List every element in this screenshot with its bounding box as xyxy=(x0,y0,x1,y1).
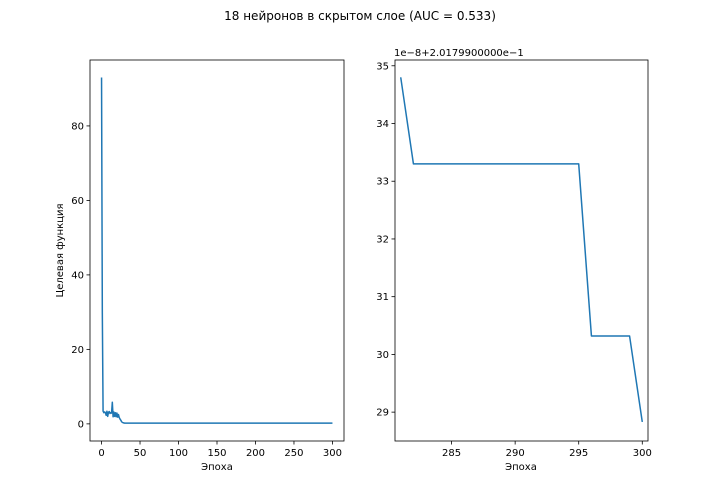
left-x-tick-label: 150 xyxy=(207,448,226,459)
right-y-tick-label: 33 xyxy=(376,177,389,188)
left-y-tick-label: 60 xyxy=(71,196,84,207)
left-axes-frame xyxy=(89,59,345,442)
left-x-tick-label: 300 xyxy=(323,448,342,459)
left-x-tick-label: 250 xyxy=(284,448,303,459)
right-series-line xyxy=(399,77,644,423)
figure-suptitle: 18 нейронов в скрытом слое (AUC = 0.533) xyxy=(224,9,496,23)
right-y-tick-label: 31 xyxy=(376,292,389,303)
right-y-tick-label: 32 xyxy=(376,234,389,245)
right-y-tick-label: 34 xyxy=(376,119,389,130)
left-y-tick-label: 20 xyxy=(71,345,84,356)
left-y-tick-label: 80 xyxy=(71,121,84,132)
right-y-tick-label: 29 xyxy=(376,408,389,419)
left-x-tick-label: 200 xyxy=(246,448,265,459)
left-series-line xyxy=(100,77,333,424)
right-x-tick-label: 290 xyxy=(506,448,525,459)
right-y-tick-label: 30 xyxy=(376,350,389,361)
left-x-tick-label: 100 xyxy=(169,448,188,459)
left-y-tick-label: 40 xyxy=(71,270,84,281)
right-y-tick-label: 35 xyxy=(376,61,389,72)
right-x-tick-label: 295 xyxy=(569,448,588,459)
right-x-axis-label: Эпоха xyxy=(505,462,537,473)
left-y-tick-label: 0 xyxy=(78,419,84,430)
right-x-tick-label: 285 xyxy=(442,448,461,459)
right-axes-frame xyxy=(394,59,649,442)
left-x-tick-label: 0 xyxy=(98,448,104,459)
left-y-axis-label: Целевая функция xyxy=(55,203,66,297)
left-x-tick-label: 50 xyxy=(134,448,147,459)
right-y-offset-text: 1e−8+2.0179900000e−1 xyxy=(394,48,524,59)
right-axes: 285 290 295 300 29 30 31 32 33 34 35 Эпоха 1e−8+2.… xyxy=(376,48,652,473)
left-x-axis-label: Эпоха xyxy=(201,462,233,473)
right-axes-lines xyxy=(399,77,644,423)
left-axes: 0 50 100 150 200 250 300 0 20 40 60 80 Эпоха Целева… xyxy=(55,59,345,473)
left-axes-lines xyxy=(100,77,333,424)
left-axes-ticks: 0 50 100 150 200 250 300 0 20 40 60 80 xyxy=(71,121,342,459)
right-axes-ticks: 285 290 295 300 29 30 31 32 33 34 35 xyxy=(376,61,652,459)
right-x-tick-label: 300 xyxy=(633,448,652,459)
